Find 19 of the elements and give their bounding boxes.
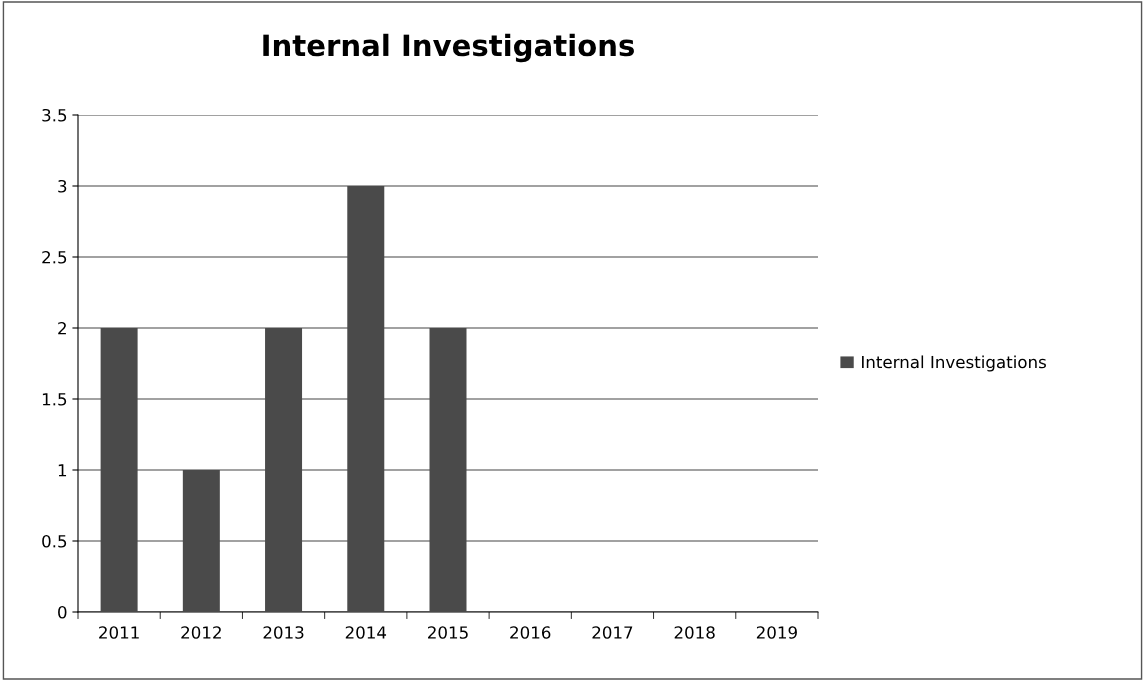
y-tick-label: 1.5 [42, 393, 67, 406]
x-tick-label: 2016 [510, 626, 551, 639]
x-tick-label: 2018 [674, 626, 715, 639]
y-tick-label: 0.5 [42, 534, 67, 548]
y-tick-label: 1 [58, 464, 67, 477]
x-tick-label: 2019 [756, 626, 797, 639]
x-tick-label: 2013 [263, 626, 304, 639]
x-tick-label: 2012 [181, 626, 221, 639]
y-tick-label: 3 [58, 179, 67, 193]
x-tick-label: 2017 [592, 626, 633, 639]
x-tick-label: 2014 [345, 626, 387, 639]
x-tick-label: 2015 [428, 626, 468, 639]
y-tick-label: 2.5 [42, 250, 67, 264]
y-tick-label: 2 [58, 321, 66, 335]
x-tick-label: 2011 [99, 626, 139, 639]
y-tick-label: 0 [58, 605, 67, 619]
legend-label: Internal Investigations [862, 355, 1046, 372]
chart-title: Internal Investigations [263, 33, 634, 63]
y-tick-label: 3.5 [42, 108, 67, 122]
